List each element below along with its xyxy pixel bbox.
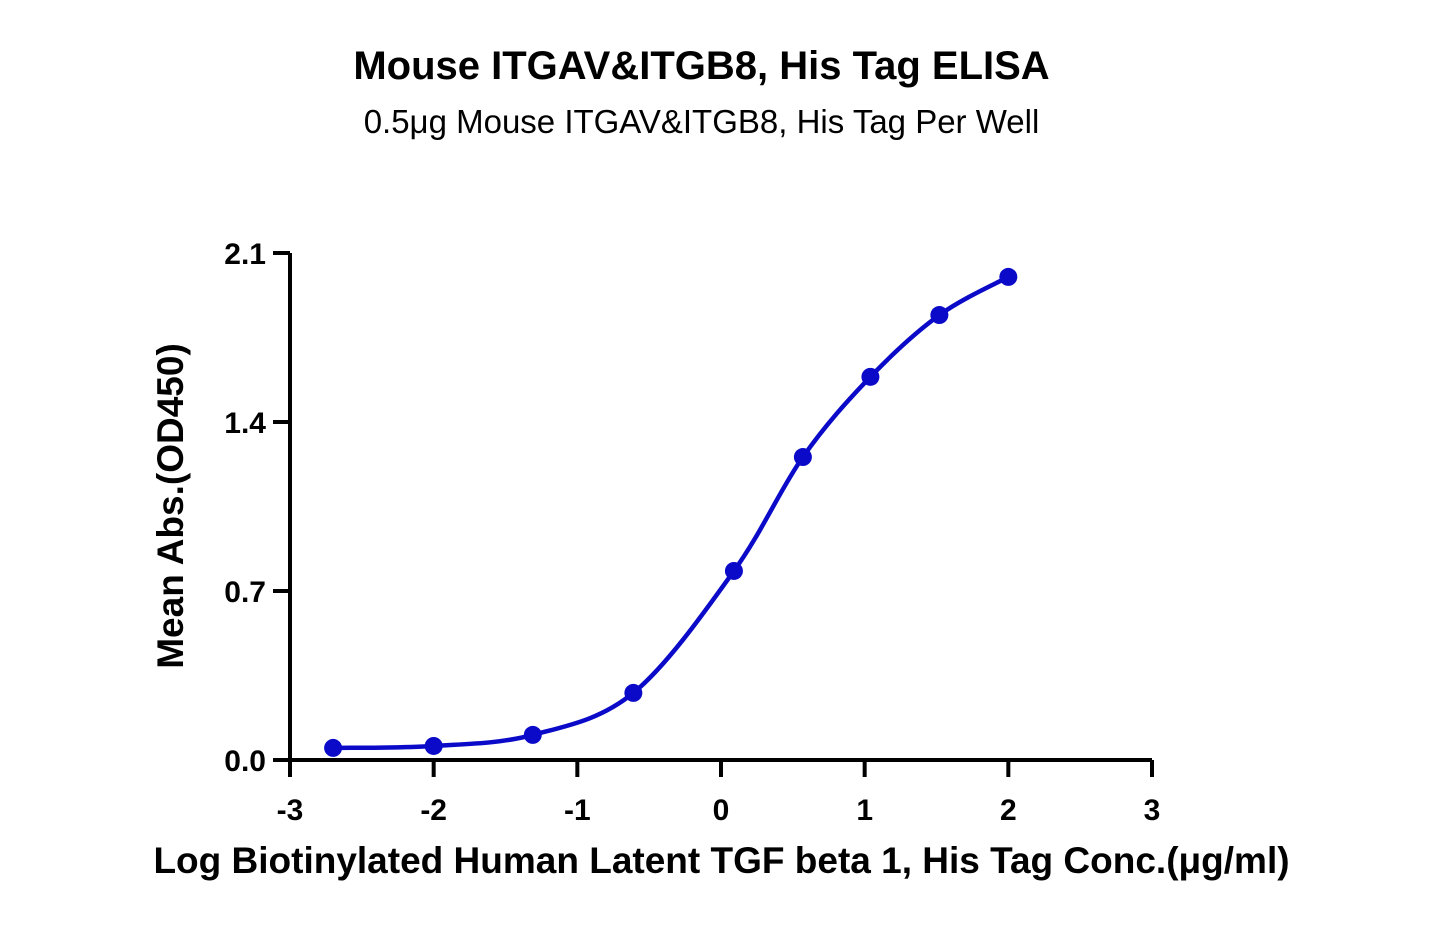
x-tick-label: 2 bbox=[1000, 794, 1017, 827]
data-point bbox=[624, 683, 643, 702]
y-tick-label: 2.1 bbox=[224, 238, 266, 271]
y-tick-label: 1.4 bbox=[224, 407, 266, 440]
data-point bbox=[523, 725, 542, 744]
x-tick-label: -3 bbox=[277, 794, 304, 827]
data-point bbox=[861, 367, 880, 386]
data-point bbox=[793, 448, 812, 467]
y-tick-label: 0.0 bbox=[224, 745, 266, 778]
x-tick-label: 3 bbox=[1144, 794, 1161, 827]
x-tick-label: 0 bbox=[713, 794, 730, 827]
chart-subtitle: 0.5μg Mouse ITGAV&ITGB8, His Tag Per Wel… bbox=[363, 103, 1040, 140]
x-tick-label: -2 bbox=[420, 794, 447, 827]
chart-title: Mouse ITGAV&ITGB8, His Tag ELISA bbox=[353, 44, 1050, 88]
data-point bbox=[324, 738, 343, 757]
x-axis-label: Log Biotinylated Human Latent TGF beta 1… bbox=[153, 840, 1290, 881]
data-point bbox=[930, 306, 949, 325]
x-tick-label: 1 bbox=[856, 794, 873, 827]
fitted-curve bbox=[330, 274, 1011, 751]
data-point bbox=[724, 561, 743, 580]
y-tick-label: 0.7 bbox=[224, 576, 266, 609]
data-point bbox=[999, 267, 1018, 286]
data-point bbox=[424, 736, 443, 755]
x-tick-label: -1 bbox=[564, 794, 591, 827]
data-points bbox=[324, 267, 1018, 757]
axes: 0.0 0.7 1.4 2.1 -3 -2 -1 0 1 2 3 bbox=[224, 238, 1160, 827]
